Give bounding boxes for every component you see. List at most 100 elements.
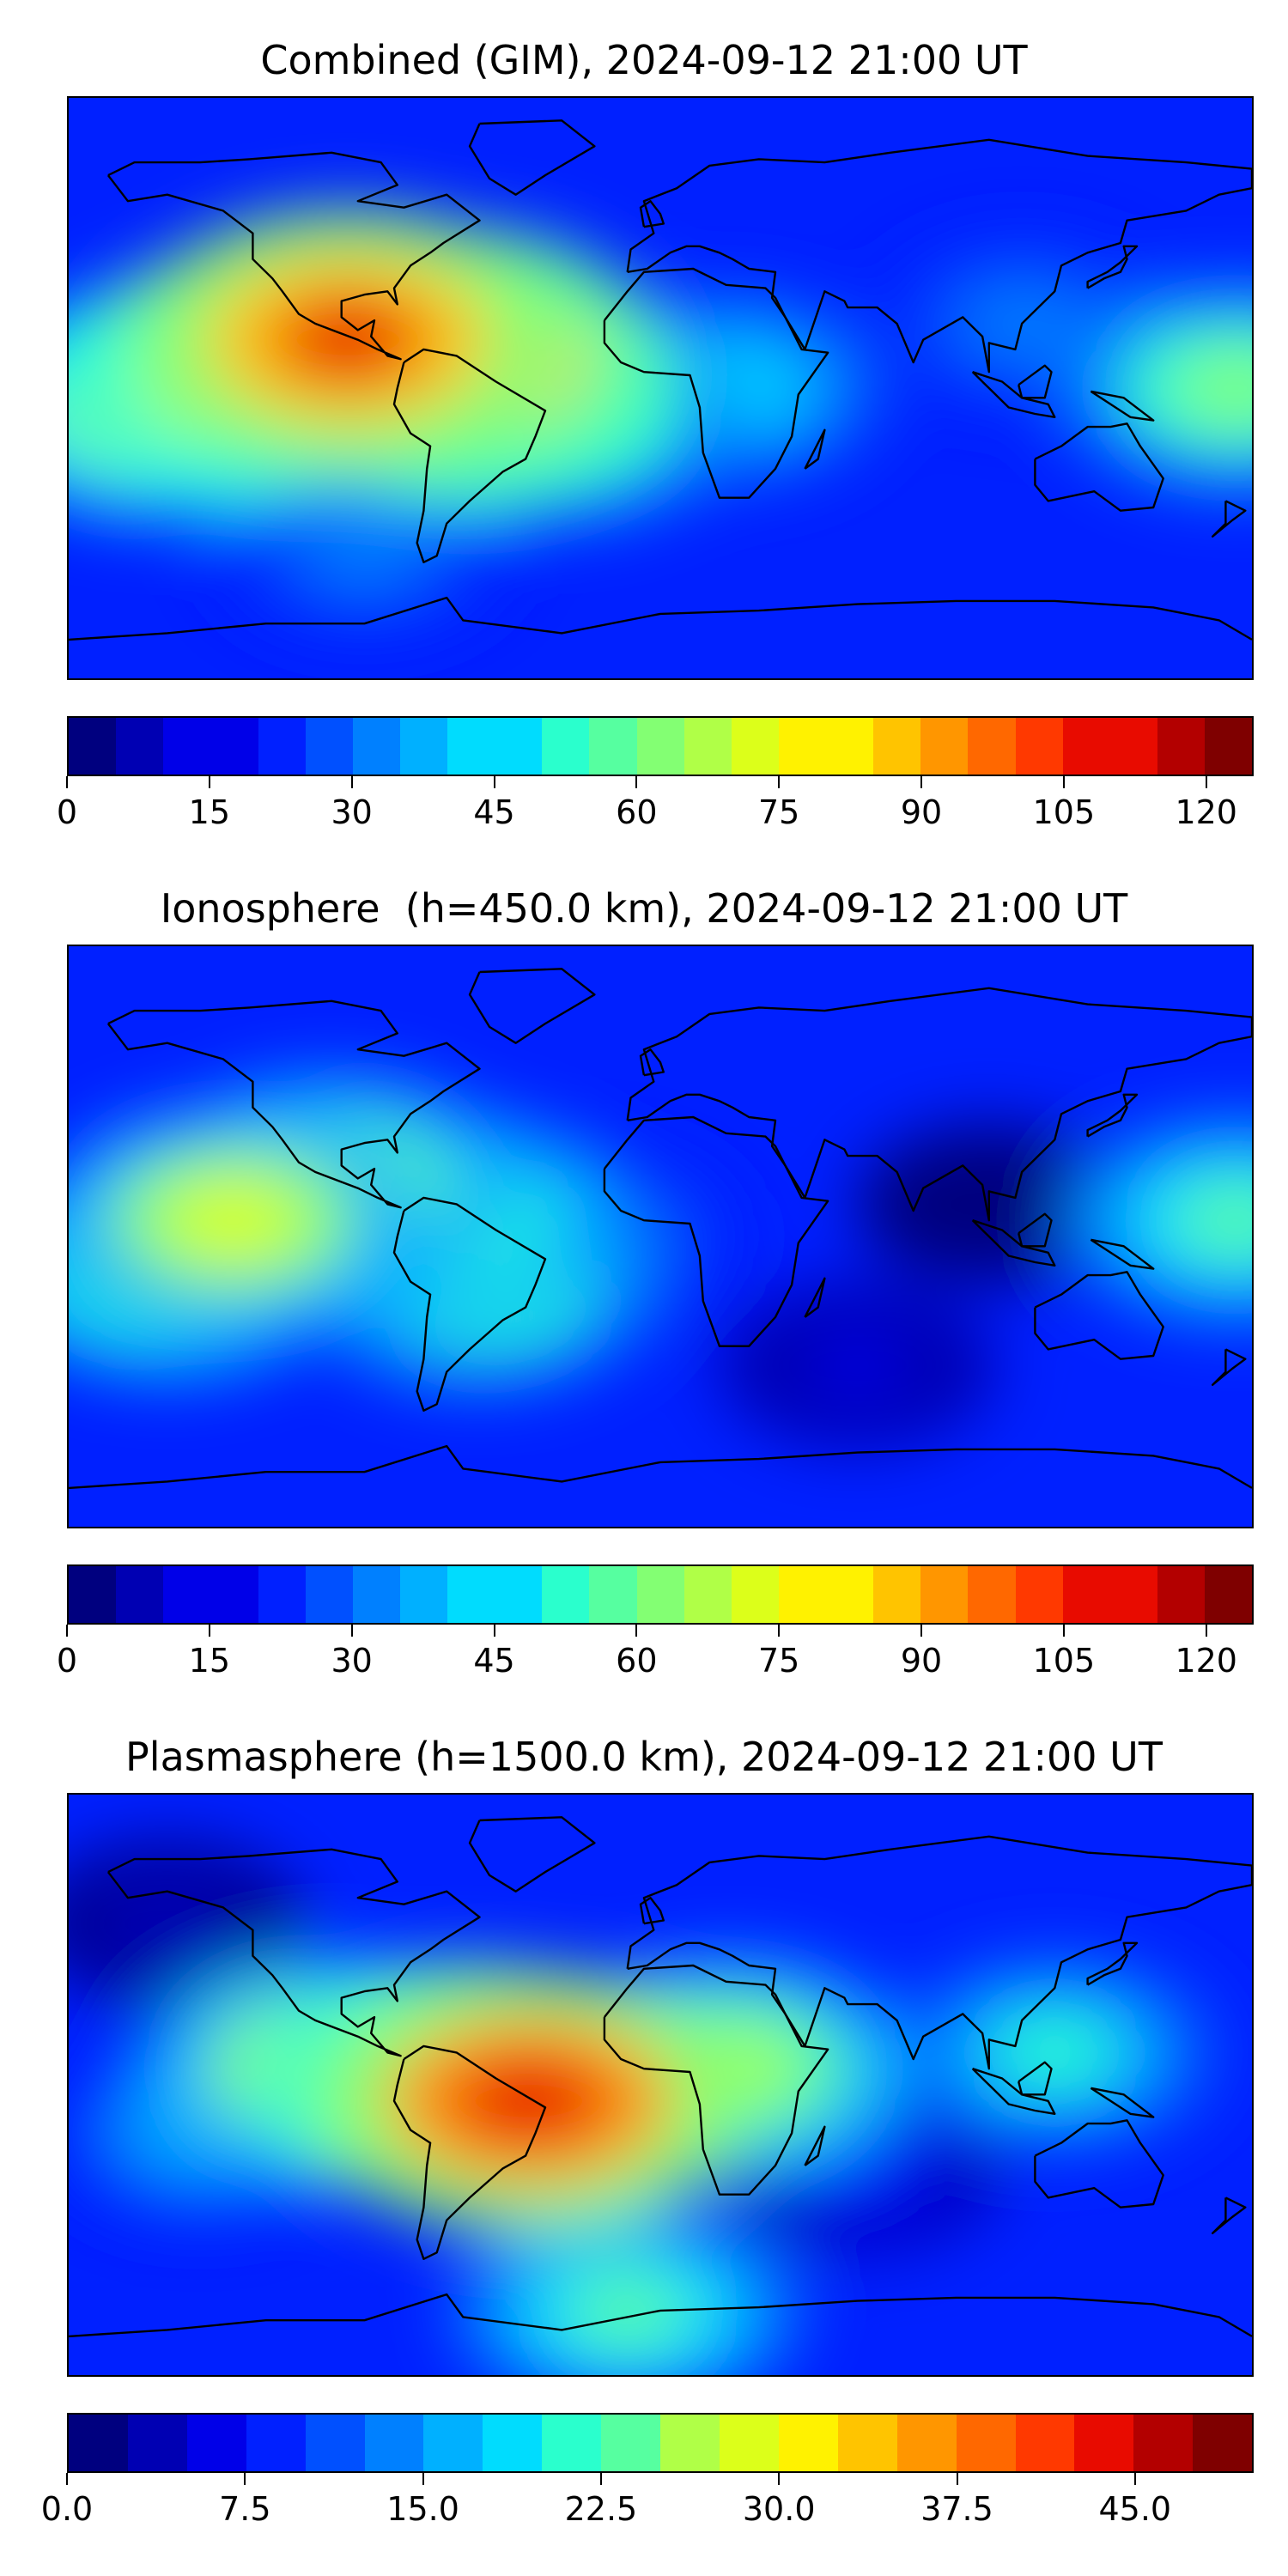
coastline [69, 596, 1252, 641]
colorbar-tick-label: 15.0 [386, 2490, 459, 2528]
colorbar-segment [920, 1566, 969, 1623]
colorbar-segment [1015, 2415, 1075, 2471]
coastline [1211, 500, 1247, 538]
colorbar [67, 1564, 1254, 1625]
colorbar-tick-label: 90 [900, 793, 943, 831]
coastline [468, 119, 596, 196]
colorbar-segment [258, 718, 306, 775]
field-blob [566, 2274, 689, 2348]
colorbar-tick [66, 1625, 68, 1637]
field-blob [119, 1895, 215, 1953]
colorbar-tick-label: 15 [188, 793, 231, 831]
colorbar-segment [778, 718, 826, 775]
coastline [1018, 2061, 1053, 2096]
field-blob [995, 2017, 1115, 2088]
coastline [1090, 1238, 1155, 1270]
map-combined [67, 96, 1254, 680]
colorbar-segment [968, 718, 1016, 775]
colorbar-tick [208, 1625, 210, 1637]
colorbar-tick [1205, 1625, 1207, 1637]
coastline [1034, 422, 1164, 512]
colorbar-tick-label: 7.5 [219, 2490, 271, 2528]
coastline [639, 199, 665, 228]
colorbar-segment [1133, 2415, 1194, 2471]
colorbar-segment [636, 1566, 684, 1623]
colorbar-tick-label: 30.0 [742, 2490, 816, 2528]
colorbar-segment [483, 2415, 543, 2471]
colorbar-tick-label: 30 [331, 1642, 373, 1680]
colorbar-segment [1109, 1566, 1157, 1623]
colorbar-tick [956, 2473, 958, 2485]
field-blob [1173, 350, 1252, 426]
map-svg [69, 98, 1252, 678]
colorbar-tick [1133, 2473, 1136, 2485]
colorbar-tick [635, 776, 638, 788]
coastline [106, 151, 481, 361]
colorbar-tick-label: 0.0 [40, 2490, 94, 2528]
colorbar-tick [635, 1625, 638, 1637]
colorbar-segment [305, 2415, 365, 2471]
colorbar-segment [542, 2415, 602, 2471]
colorbar-segment [873, 718, 921, 775]
map-svg [69, 1795, 1252, 2375]
map-svg [69, 946, 1252, 1527]
coastline [468, 1816, 596, 1893]
colorbar-segment [778, 2415, 838, 2471]
field-blob [309, 516, 420, 583]
coastline [392, 1196, 547, 1412]
colorbar-tick [778, 1625, 781, 1637]
coastline [392, 2044, 547, 2260]
colorbar-segment [683, 1566, 732, 1623]
colorbar-tick-label: 45 [473, 793, 515, 831]
coastline [626, 987, 1252, 1222]
colorbar-ticks: 0 15 30 45 60 75 90 105 120 [57, 1625, 1254, 1680]
colorbar-segment [1062, 1566, 1110, 1623]
colorbar-tick [778, 776, 781, 788]
coastline [971, 2068, 1056, 2115]
coastline [804, 1277, 826, 1318]
colorbar-tick-label: 45.0 [1098, 2490, 1172, 2528]
field-blob [1174, 1183, 1252, 1257]
field-blob [270, 294, 425, 386]
colorbar-segment [920, 718, 969, 775]
colorbar-segment [826, 1566, 874, 1623]
coastline [804, 428, 826, 470]
map-ionosphere [67, 945, 1254, 1528]
colorbar-tick [493, 776, 495, 788]
colorbar-tick [920, 1625, 923, 1637]
colorbar-tick-label: 0 [56, 1642, 78, 1680]
colorbar-segment [837, 2415, 897, 2471]
coastline [1090, 2087, 1155, 2118]
colorbar-segment [210, 1566, 258, 1623]
coastline [804, 2125, 826, 2166]
colorbar-segment [1015, 1566, 1063, 1623]
field-blob [809, 1336, 907, 1395]
coastline [1034, 2119, 1164, 2208]
colorbar-tick-label: 45 [473, 1642, 515, 1680]
colorbar-segment [1193, 2415, 1253, 2471]
coastline [106, 1848, 481, 2057]
colorbar-tick-label: 60 [616, 1642, 658, 1680]
coastline [971, 1219, 1056, 1267]
colorbar-segment [1205, 718, 1253, 775]
colorbar-tick-label: 75 [758, 793, 800, 831]
field-blob [166, 1181, 301, 1261]
colorbar-tick-label: 75 [758, 1642, 800, 1680]
colorbar-tick [350, 1625, 353, 1637]
colorbar-segment [69, 1566, 117, 1623]
colorbar-segment [601, 2415, 661, 2471]
colorbar-tick [1062, 776, 1065, 788]
colorbar-segment [826, 718, 874, 775]
coastline [603, 1115, 829, 1347]
colorbar-segment [778, 1566, 826, 1623]
colorbar-segment [423, 2415, 483, 2471]
colorbar-tick-label: 0 [56, 793, 78, 831]
colorbar-segment [163, 1566, 211, 1623]
colorbar-segment [186, 2415, 246, 2471]
colorbar-tick-label: 120 [1175, 1642, 1237, 1680]
colorbar-ticks: 0.0 7.5 15.0 22.5 30.0 37.5 45.0 [41, 2473, 1254, 2528]
coastline [1086, 245, 1139, 289]
coastline [392, 348, 547, 563]
colorbar-tick [66, 2473, 68, 2485]
colorbar-segment [1015, 718, 1063, 775]
